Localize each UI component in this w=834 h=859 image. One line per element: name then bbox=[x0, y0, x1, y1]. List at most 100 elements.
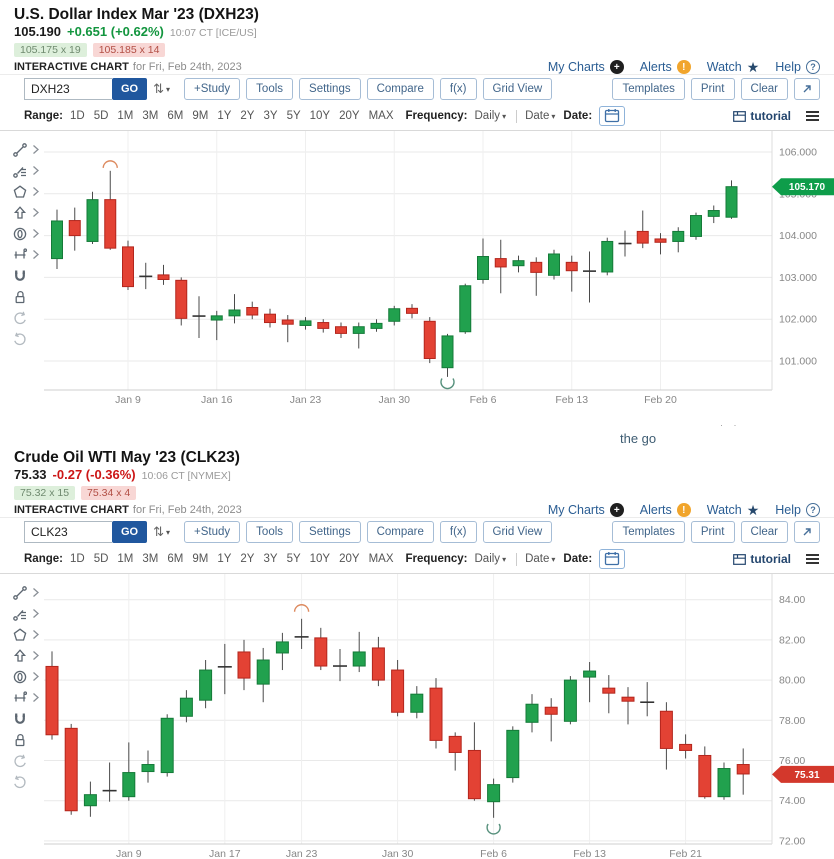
go-button[interactable]: GO bbox=[112, 78, 148, 100]
shapes-tool[interactable] bbox=[6, 181, 44, 202]
range-3m[interactable]: 3M bbox=[142, 553, 159, 565]
range-2y[interactable]: 2Y bbox=[240, 110, 255, 122]
range-1y[interactable]: 1Y bbox=[217, 553, 232, 565]
range-1m[interactable]: 1M bbox=[117, 110, 134, 122]
my-charts-label: My Charts bbox=[547, 60, 605, 74]
symbol-input[interactable] bbox=[24, 78, 112, 100]
symbol-options-button[interactable]: ⇅ ▾ bbox=[153, 524, 170, 540]
toolbar-study-button[interactable]: +Study bbox=[184, 521, 241, 543]
range-2y[interactable]: 2Y bbox=[240, 553, 255, 565]
my-charts-link[interactable]: My Charts + bbox=[548, 60, 624, 74]
calendar-button[interactable] bbox=[599, 549, 626, 569]
range-10y[interactable]: 10Y bbox=[309, 110, 331, 122]
fibonacci-tool[interactable] bbox=[6, 603, 44, 624]
toolbar-compare-button[interactable]: Compare bbox=[366, 78, 434, 100]
frequency-select[interactable]: Daily ▾ bbox=[475, 553, 507, 565]
range-10y[interactable]: 10Y bbox=[309, 553, 331, 565]
undo[interactable] bbox=[6, 750, 44, 771]
toolbar-print-button[interactable]: Print bbox=[690, 78, 735, 100]
range-20y[interactable]: 20Y bbox=[339, 553, 360, 565]
my-charts-link[interactable]: My Charts + bbox=[548, 503, 624, 517]
measure-tool[interactable] bbox=[6, 244, 44, 265]
alerts-link[interactable]: Alerts! bbox=[640, 503, 691, 517]
help-link[interactable]: Help? bbox=[775, 60, 820, 74]
fibonacci-tool[interactable] bbox=[6, 160, 44, 181]
redo[interactable] bbox=[6, 771, 44, 792]
toolbar-tools-button[interactable]: Tools bbox=[246, 78, 294, 100]
range-1d[interactable]: 1D bbox=[69, 553, 85, 565]
lock-tool[interactable] bbox=[6, 286, 44, 307]
arrow-annotation-tool[interactable] bbox=[6, 202, 44, 223]
toolbar-settings-button[interactable]: Settings bbox=[299, 78, 361, 100]
help-link[interactable]: Help? bbox=[775, 503, 820, 517]
toolbar-clear-button[interactable]: Clear bbox=[740, 521, 788, 543]
candlestick-chart[interactable]: 106.000105.000104.000103.000102.000101.0… bbox=[44, 131, 834, 415]
tutorial-button[interactable]: tutorial bbox=[733, 552, 791, 566]
toolbar-f-x-button[interactable]: f(x) bbox=[439, 521, 477, 543]
range-3m[interactable]: 3M bbox=[142, 110, 159, 122]
arrow-annotation-tool[interactable] bbox=[6, 645, 44, 666]
lock-tool[interactable] bbox=[6, 729, 44, 750]
toolbar-tools-button[interactable]: Tools bbox=[246, 521, 294, 543]
menu-icon[interactable] bbox=[805, 553, 820, 565]
toolbar-settings-button[interactable]: Settings bbox=[299, 521, 361, 543]
range-1d[interactable]: 1D bbox=[69, 110, 85, 122]
toolbar-study-button[interactable]: +Study bbox=[184, 78, 241, 100]
tutorial-button[interactable]: tutorial bbox=[733, 109, 791, 123]
toolbar-f-x-button[interactable]: f(x) bbox=[439, 78, 477, 100]
candlestick-chart[interactable]: 84.00 82.00 80.00 78.00 76.00 74.00 72.00 Jan 9… bbox=[44, 574, 834, 859]
range-6m[interactable]: 6M bbox=[167, 553, 184, 565]
range-5y[interactable]: 5Y bbox=[286, 553, 301, 565]
toolbar-buttons-right: Templates Print Clear bbox=[612, 521, 788, 543]
measure-tool[interactable] bbox=[6, 687, 44, 708]
range-5d[interactable]: 5D bbox=[93, 553, 109, 565]
toolbar-grid-view-button[interactable]: Grid View bbox=[482, 78, 553, 100]
toolbar-print-button[interactable]: Print bbox=[690, 521, 735, 543]
range-max[interactable]: MAX bbox=[368, 553, 394, 565]
calendar-button[interactable] bbox=[599, 106, 626, 126]
ellipse-annotation-tool[interactable] bbox=[6, 666, 44, 687]
alerts-link[interactable]: Alerts! bbox=[640, 60, 691, 74]
watch-link[interactable]: Watch ★ bbox=[707, 503, 760, 517]
toolbar-grid-view-button[interactable]: Grid View bbox=[482, 521, 553, 543]
range-5y[interactable]: 5Y bbox=[286, 110, 301, 122]
toolbar-templates-button[interactable]: Templates bbox=[612, 78, 685, 100]
expand-chart-button[interactable] bbox=[794, 521, 820, 543]
watch-link[interactable]: Watch ★ bbox=[707, 60, 760, 74]
redo[interactable] bbox=[6, 328, 44, 349]
toolbar-compare-button[interactable]: Compare bbox=[366, 521, 434, 543]
ellipse-annotation-tool[interactable] bbox=[6, 223, 44, 244]
go-button[interactable]: GO bbox=[112, 521, 148, 543]
candle bbox=[122, 772, 136, 798]
candle bbox=[448, 735, 462, 753]
range-1y[interactable]: 1Y bbox=[217, 110, 232, 122]
range-max[interactable]: MAX bbox=[368, 110, 394, 122]
menu-icon[interactable] bbox=[805, 110, 820, 122]
toolbar-templates-button[interactable]: Templates bbox=[612, 521, 685, 543]
expand-chart-button[interactable] bbox=[794, 78, 820, 100]
range-3y[interactable]: 3Y bbox=[263, 553, 278, 565]
range-1m[interactable]: 1M bbox=[117, 553, 134, 565]
date-menu[interactable]: Date ▾ bbox=[525, 553, 555, 565]
magnet-tool[interactable] bbox=[6, 265, 44, 286]
range-6m[interactable]: 6M bbox=[167, 110, 184, 122]
range-3y[interactable]: 3Y bbox=[263, 110, 278, 122]
magnet-tool[interactable] bbox=[6, 708, 44, 729]
symbol-input[interactable] bbox=[24, 521, 112, 543]
range-5d[interactable]: 5D bbox=[93, 110, 109, 122]
candle bbox=[494, 258, 507, 268]
range-9m[interactable]: 9M bbox=[192, 110, 209, 122]
shapes-tool[interactable] bbox=[6, 624, 44, 645]
trend-line-tool[interactable] bbox=[6, 582, 44, 603]
toolbar-clear-button[interactable]: Clear bbox=[740, 78, 788, 100]
date-label: Date: bbox=[563, 110, 593, 122]
undo[interactable] bbox=[6, 307, 44, 328]
date-menu[interactable]: Date ▾ bbox=[525, 110, 555, 122]
candle bbox=[429, 687, 443, 741]
range-9m[interactable]: 9M bbox=[192, 553, 209, 565]
symbol-options-button[interactable]: ⇅ ▾ bbox=[153, 81, 170, 97]
plus-circle-icon: + bbox=[609, 503, 624, 517]
range-20y[interactable]: 20Y bbox=[339, 110, 360, 122]
frequency-select[interactable]: Daily ▾ bbox=[475, 110, 507, 122]
trend-line-tool[interactable] bbox=[6, 139, 44, 160]
